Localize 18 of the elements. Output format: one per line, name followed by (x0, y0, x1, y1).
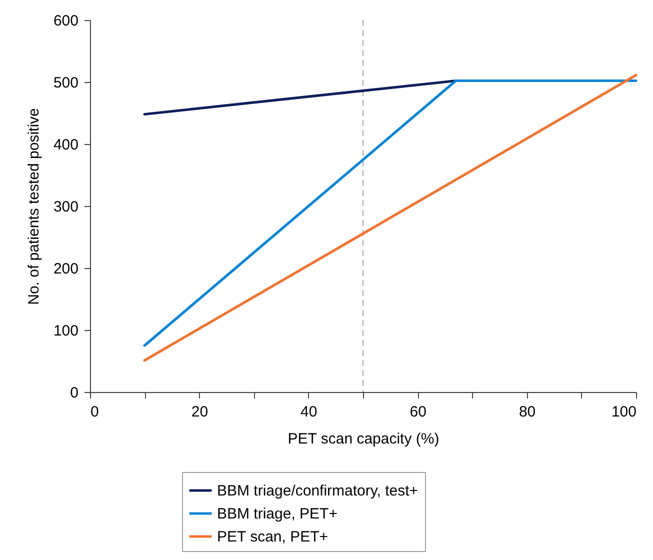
x-tick-label: 80 (518, 404, 536, 420)
legend-label: BBM triage, PET+ (217, 506, 338, 522)
x-tick-label: 20 (191, 404, 208, 420)
y-tick-label: 0 (70, 384, 78, 402)
x-tick-label: 0 (90, 404, 99, 420)
x-axis-title: PET scan capacity (%) (288, 430, 440, 448)
y-tick-label: 500 (53, 74, 78, 92)
y-tick-label: 600 (53, 12, 78, 30)
y-tick-label: 200 (53, 260, 78, 278)
y-axis-title: No. of patients tested positive (25, 108, 42, 305)
legend-label: PET scan, PET+ (217, 528, 328, 546)
y-tick-label: 400 (53, 136, 78, 154)
x-tick-label: 60 (410, 404, 426, 420)
y-tick-label: 100 (53, 322, 78, 340)
x-tick-label: 40 (300, 404, 318, 420)
x-tick-label: 100 (611, 404, 636, 420)
y-tick-label: 300 (53, 198, 78, 216)
legend-label: BBM triage/confirmatory, test+ (217, 482, 418, 500)
